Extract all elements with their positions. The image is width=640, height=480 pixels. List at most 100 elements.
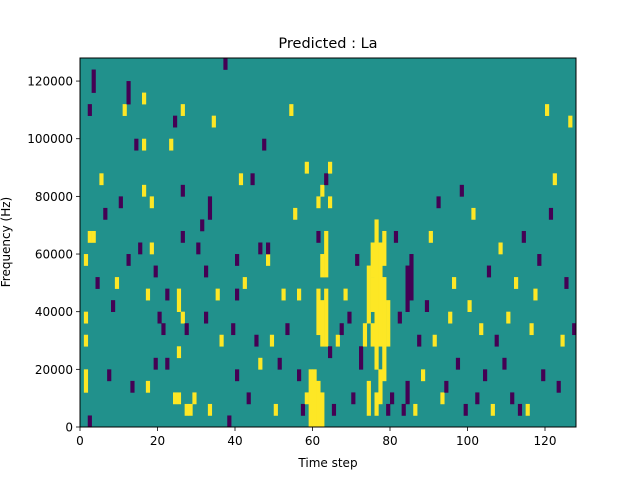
heatmap-cell bbox=[440, 392, 445, 405]
y-tick-label: 60000 bbox=[35, 248, 73, 262]
heatmap-cell bbox=[382, 230, 387, 266]
heatmap-cell bbox=[126, 81, 131, 105]
heatmap-cell bbox=[297, 288, 302, 301]
heatmap-cell bbox=[320, 184, 325, 197]
heatmap-cell bbox=[207, 196, 213, 220]
heatmap-cell bbox=[374, 219, 379, 370]
heatmap-cell bbox=[572, 323, 577, 336]
heatmap-cell bbox=[223, 58, 228, 70]
heatmap-cell bbox=[517, 403, 523, 416]
heatmap-cell bbox=[145, 288, 151, 301]
x-tick-label: 0 bbox=[76, 434, 84, 448]
heatmap-cell bbox=[83, 334, 89, 347]
heatmap-cell bbox=[529, 323, 534, 336]
heatmap-cell bbox=[324, 288, 329, 347]
y-tick-label: 40000 bbox=[35, 305, 73, 319]
heatmap-cell bbox=[324, 230, 329, 278]
heatmap-cell bbox=[370, 242, 375, 278]
heatmap-cell bbox=[320, 300, 325, 347]
heatmap-cell bbox=[413, 403, 418, 416]
heatmap-cell bbox=[537, 254, 542, 266]
heatmap-cell bbox=[351, 392, 356, 405]
heatmap-cell bbox=[149, 196, 154, 209]
heatmap-cell bbox=[289, 104, 294, 116]
heatmap-cell bbox=[556, 380, 561, 393]
heatmap-cell bbox=[424, 300, 430, 312]
x-axis: 0 20 40 60 80 100 120 bbox=[76, 427, 556, 448]
x-tick-label: 20 bbox=[150, 434, 165, 448]
heatmap-cell bbox=[444, 380, 449, 393]
heatmap-cell bbox=[227, 415, 232, 428]
x-tick-label: 60 bbox=[305, 434, 320, 448]
heatmap-cell bbox=[510, 392, 515, 405]
heatmap-cell bbox=[169, 138, 174, 151]
heatmap-cell bbox=[211, 115, 216, 128]
heatmap-cell bbox=[235, 288, 240, 301]
heatmap-cell bbox=[331, 403, 337, 416]
heatmap-cell bbox=[130, 380, 135, 393]
heatmap-cell bbox=[405, 380, 410, 405]
heatmap-cell bbox=[428, 230, 433, 243]
heatmap-cell bbox=[339, 323, 344, 336]
heatmap-cell bbox=[91, 230, 96, 243]
heatmap-cell bbox=[316, 230, 321, 243]
heatmap-cell bbox=[231, 323, 236, 336]
y-tick-label: 0 bbox=[65, 421, 73, 435]
heatmap-cell bbox=[165, 357, 170, 370]
heatmap-cell bbox=[386, 300, 391, 347]
heatmap-cell bbox=[277, 357, 282, 370]
heatmap-cell bbox=[293, 207, 298, 220]
heatmap-cell bbox=[374, 392, 379, 416]
y-axis: 0 20000 40000 60000 80000 100000 120000 bbox=[27, 75, 80, 435]
heatmap-cell bbox=[180, 311, 185, 324]
heatmap-cell bbox=[180, 184, 185, 197]
heatmap-cell bbox=[514, 277, 519, 289]
heatmap-cell bbox=[548, 207, 554, 220]
heatmap-cell bbox=[250, 173, 255, 186]
heatmap-cell bbox=[142, 92, 147, 105]
heatmap-cell bbox=[452, 277, 457, 289]
heatmap-cell bbox=[126, 254, 131, 266]
heatmap-cell bbox=[91, 69, 96, 93]
heatmap-cell bbox=[328, 196, 333, 209]
heatmap-cell bbox=[316, 196, 321, 209]
heatmap-cell bbox=[300, 403, 306, 416]
heatmap-cell bbox=[149, 242, 154, 255]
heatmap-cell bbox=[541, 369, 546, 382]
heatmap-cell bbox=[359, 346, 364, 370]
heatmap-cell bbox=[173, 392, 178, 405]
heatmap-cell bbox=[459, 184, 464, 197]
y-tick-label: 100000 bbox=[27, 132, 73, 146]
heatmap-cell bbox=[246, 392, 251, 405]
heatmap-cell bbox=[386, 403, 391, 416]
heatmap-cell bbox=[335, 334, 340, 347]
x-tick-label: 80 bbox=[382, 434, 397, 448]
heatmap-cell bbox=[273, 403, 278, 416]
heatmap-cell bbox=[486, 265, 492, 278]
heatmap-cell bbox=[165, 288, 170, 301]
heatmap-cell bbox=[235, 254, 240, 266]
heatmap-cell bbox=[83, 254, 89, 266]
heatmap-cell bbox=[405, 265, 410, 312]
heatmap-cell bbox=[204, 311, 209, 324]
heatmap-cell bbox=[266, 242, 271, 255]
heatmap-cell bbox=[145, 380, 151, 393]
heatmap-cell bbox=[242, 277, 247, 289]
heatmap-cell bbox=[308, 369, 313, 428]
heatmap-cell bbox=[180, 104, 185, 116]
heatmap-cell bbox=[362, 323, 368, 347]
heatmap-cell bbox=[161, 323, 166, 336]
heatmap-cell bbox=[393, 230, 399, 243]
heatmap-cell bbox=[316, 380, 321, 428]
heatmap-cell bbox=[521, 230, 526, 243]
heatmap-cell bbox=[304, 161, 309, 174]
heatmap-cell bbox=[200, 219, 205, 232]
heatmap-cell bbox=[421, 369, 426, 382]
heatmap-cell bbox=[285, 323, 290, 336]
heatmap-cell bbox=[87, 104, 92, 116]
heatmap-cell bbox=[347, 311, 352, 324]
heatmap-cell bbox=[448, 311, 453, 324]
heatmap-cell bbox=[254, 334, 259, 347]
heatmap-cell bbox=[525, 403, 530, 416]
